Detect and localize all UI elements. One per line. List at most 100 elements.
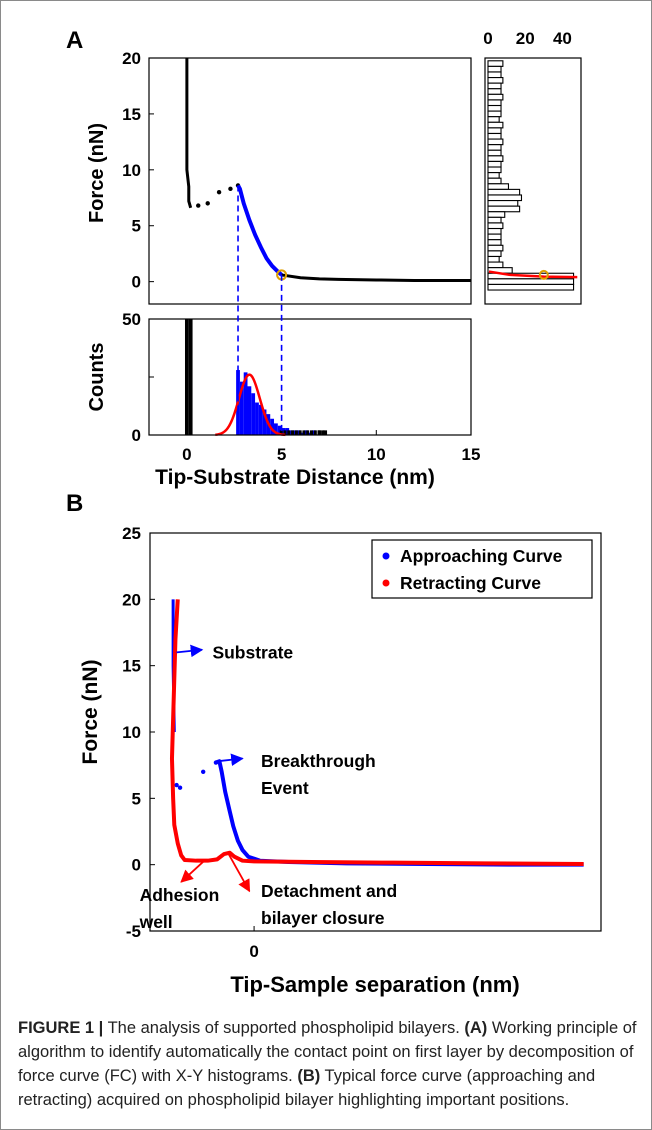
panel-a-counts-marks: [184, 319, 328, 437]
hist-bar: [487, 222, 504, 230]
count-bar-black: [287, 430, 291, 435]
approach-point: [174, 782, 179, 788]
panel-a-side-histogram-axes-box: [484, 57, 582, 305]
count-bar-blue: [239, 381, 244, 435]
caption-text-3: Typical force curve (approaching and ret…: [18, 1067, 596, 1109]
hist-bar: [487, 211, 506, 218]
hist-bar: [487, 227, 502, 235]
hist-bar: [487, 127, 502, 135]
hist-bar: [487, 283, 575, 291]
hist-bar: [487, 261, 504, 269]
annotation-arrow: [180, 860, 205, 883]
hist-bar: [487, 93, 504, 101]
panel-a-counts-ylabel: Counts: [86, 343, 108, 412]
count-bar-blue: [270, 418, 275, 435]
hist-bar: [487, 244, 504, 252]
hist-bar: [487, 278, 575, 285]
approach-point: [177, 785, 183, 790]
hist-xtick-label: 0: [483, 29, 492, 48]
annotation-label: Adhesion well: [139, 885, 220, 932]
count-bar-black: [321, 430, 325, 435]
caption-text-2: Working principle of algorithm to identi…: [18, 1019, 637, 1085]
hist-bar: [487, 77, 504, 84]
panel-a-force-marks: [185, 58, 471, 283]
hist-bar: [487, 116, 500, 123]
force-curve-breakthrough: [236, 184, 283, 277]
ytick-label: 0: [132, 273, 141, 292]
hist-bar: [487, 132, 502, 140]
caption-text-1: The analysis of supported phospholipid b…: [103, 1019, 465, 1037]
hist-contact-marker: [538, 269, 549, 280]
annotation-label: Detachment and bilayer closure: [261, 881, 397, 928]
panel-a-force-yticks: 0 5 10 15 20: [122, 49, 154, 292]
hist-bar: [487, 160, 502, 168]
legend-approach-marker: [382, 552, 390, 560]
hist-bar: [487, 255, 500, 263]
hist-bar: [487, 71, 502, 79]
legend-box: [371, 539, 593, 599]
legend-approach-label: Approaching Curve: [400, 546, 563, 566]
count-bar-blue: [247, 386, 252, 435]
panel-a-side-histogram-marks: [487, 60, 578, 291]
ytick-label: 5: [132, 789, 141, 808]
panel-a-counts-xticks: 0 5 10 15: [182, 430, 480, 464]
figure-caption: FIGURE 1 | The analysis of supported pho…: [18, 1016, 638, 1112]
count-bar-blue: [251, 393, 256, 435]
count-bar-black: [279, 430, 283, 435]
caption-lead: FIGURE 1 |: [18, 1019, 104, 1037]
hist-bar: [487, 250, 502, 258]
ytick-label: 5: [132, 217, 141, 236]
count-bar-black: [298, 430, 302, 435]
figure-canvas: A B Force (nN) 0 5 10 15 20 Counts Tip-Subst…: [66, 27, 602, 997]
annotation-arrow: [218, 753, 244, 767]
hist-bar: [487, 149, 502, 157]
hist-bar: [487, 121, 504, 129]
hist-fit-curve: [488, 270, 578, 279]
panel-b-xlabel: Tip-Sample separation (nm): [230, 972, 519, 997]
count-bar-black: [291, 430, 295, 435]
ytick-label: 50: [122, 310, 141, 329]
ytick-label: 15: [122, 657, 141, 676]
hist-bar: [487, 177, 502, 185]
hist-bar: [487, 205, 521, 213]
hist-bar: [487, 155, 504, 162]
hist-bar: [487, 172, 500, 179]
ytick-label: 25: [122, 524, 141, 543]
count-bar-black: [302, 430, 306, 435]
count-bar-black: [323, 430, 328, 435]
gaussian-fit-curve: [215, 373, 286, 437]
legend-retract-marker: [382, 579, 390, 587]
panel-b-annotations: Substrate Breakthrough Event Adhesion well De…: [139, 642, 398, 932]
annotation-label: Breakthrough Event: [261, 751, 376, 798]
hist-xtick-label: 40: [553, 29, 572, 48]
retract-curve: [169, 599, 584, 867]
count-bar-blue: [277, 425, 282, 435]
hist-bar: [487, 88, 502, 95]
panel-b-ylabel: Force (nN): [79, 660, 102, 765]
hist-bar: [487, 183, 510, 190]
panel-a-counts-plot: Counts Tip-Substrate Distance (nm) 050 0…: [86, 310, 480, 489]
hist-bar: [487, 110, 502, 118]
panel-b-label: B: [66, 490, 83, 517]
hist-bar: [487, 60, 504, 67]
panel-a-counts-axes-box: [148, 318, 472, 436]
panel-b-xticks: 0: [249, 926, 259, 961]
hist-bar: [487, 216, 502, 224]
count-bar-blue: [258, 404, 263, 435]
hist-bar: [487, 194, 523, 202]
count-bar-black: [306, 430, 310, 435]
xtick-label: 15: [462, 445, 481, 464]
hist-bar: [487, 99, 502, 107]
annotation-label: Substrate: [212, 642, 293, 662]
count-bar-black: [313, 430, 317, 435]
legend-retract-label: Retracting Curve: [400, 573, 541, 593]
hist-bar: [487, 104, 502, 112]
ytick-label: 10: [122, 723, 141, 742]
ytick-label: 15: [122, 105, 141, 124]
caption-tag-b: (B): [297, 1067, 321, 1085]
count-bar-blue: [274, 423, 278, 435]
panel-b-yticks: -5 0 5 10 15 20 25: [122, 524, 155, 941]
approach-point: [200, 769, 206, 774]
hist-bar: [487, 200, 519, 207]
hist-bar: [487, 138, 504, 146]
